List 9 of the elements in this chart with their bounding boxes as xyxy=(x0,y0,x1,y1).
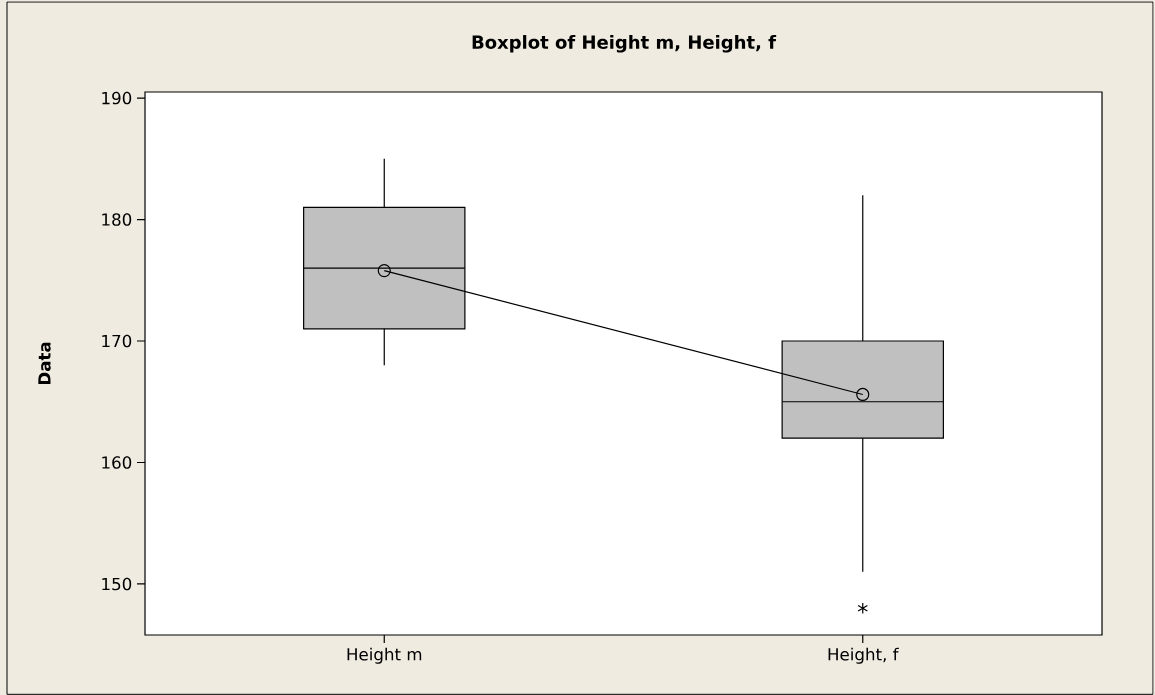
chart-title: Boxplot of Height m, Height, f xyxy=(472,35,777,53)
y-tick-label: 170 xyxy=(102,334,132,348)
x-tick-label: Height, f xyxy=(828,647,899,664)
x-tick-label: Height m xyxy=(347,647,422,664)
y-tick-label: 160 xyxy=(102,456,132,469)
y-axis-title: Data xyxy=(38,342,51,385)
y-tick-label: 190 xyxy=(102,91,132,105)
y-tick-label: 150 xyxy=(102,577,132,591)
y-tick-label: 180 xyxy=(102,213,132,226)
